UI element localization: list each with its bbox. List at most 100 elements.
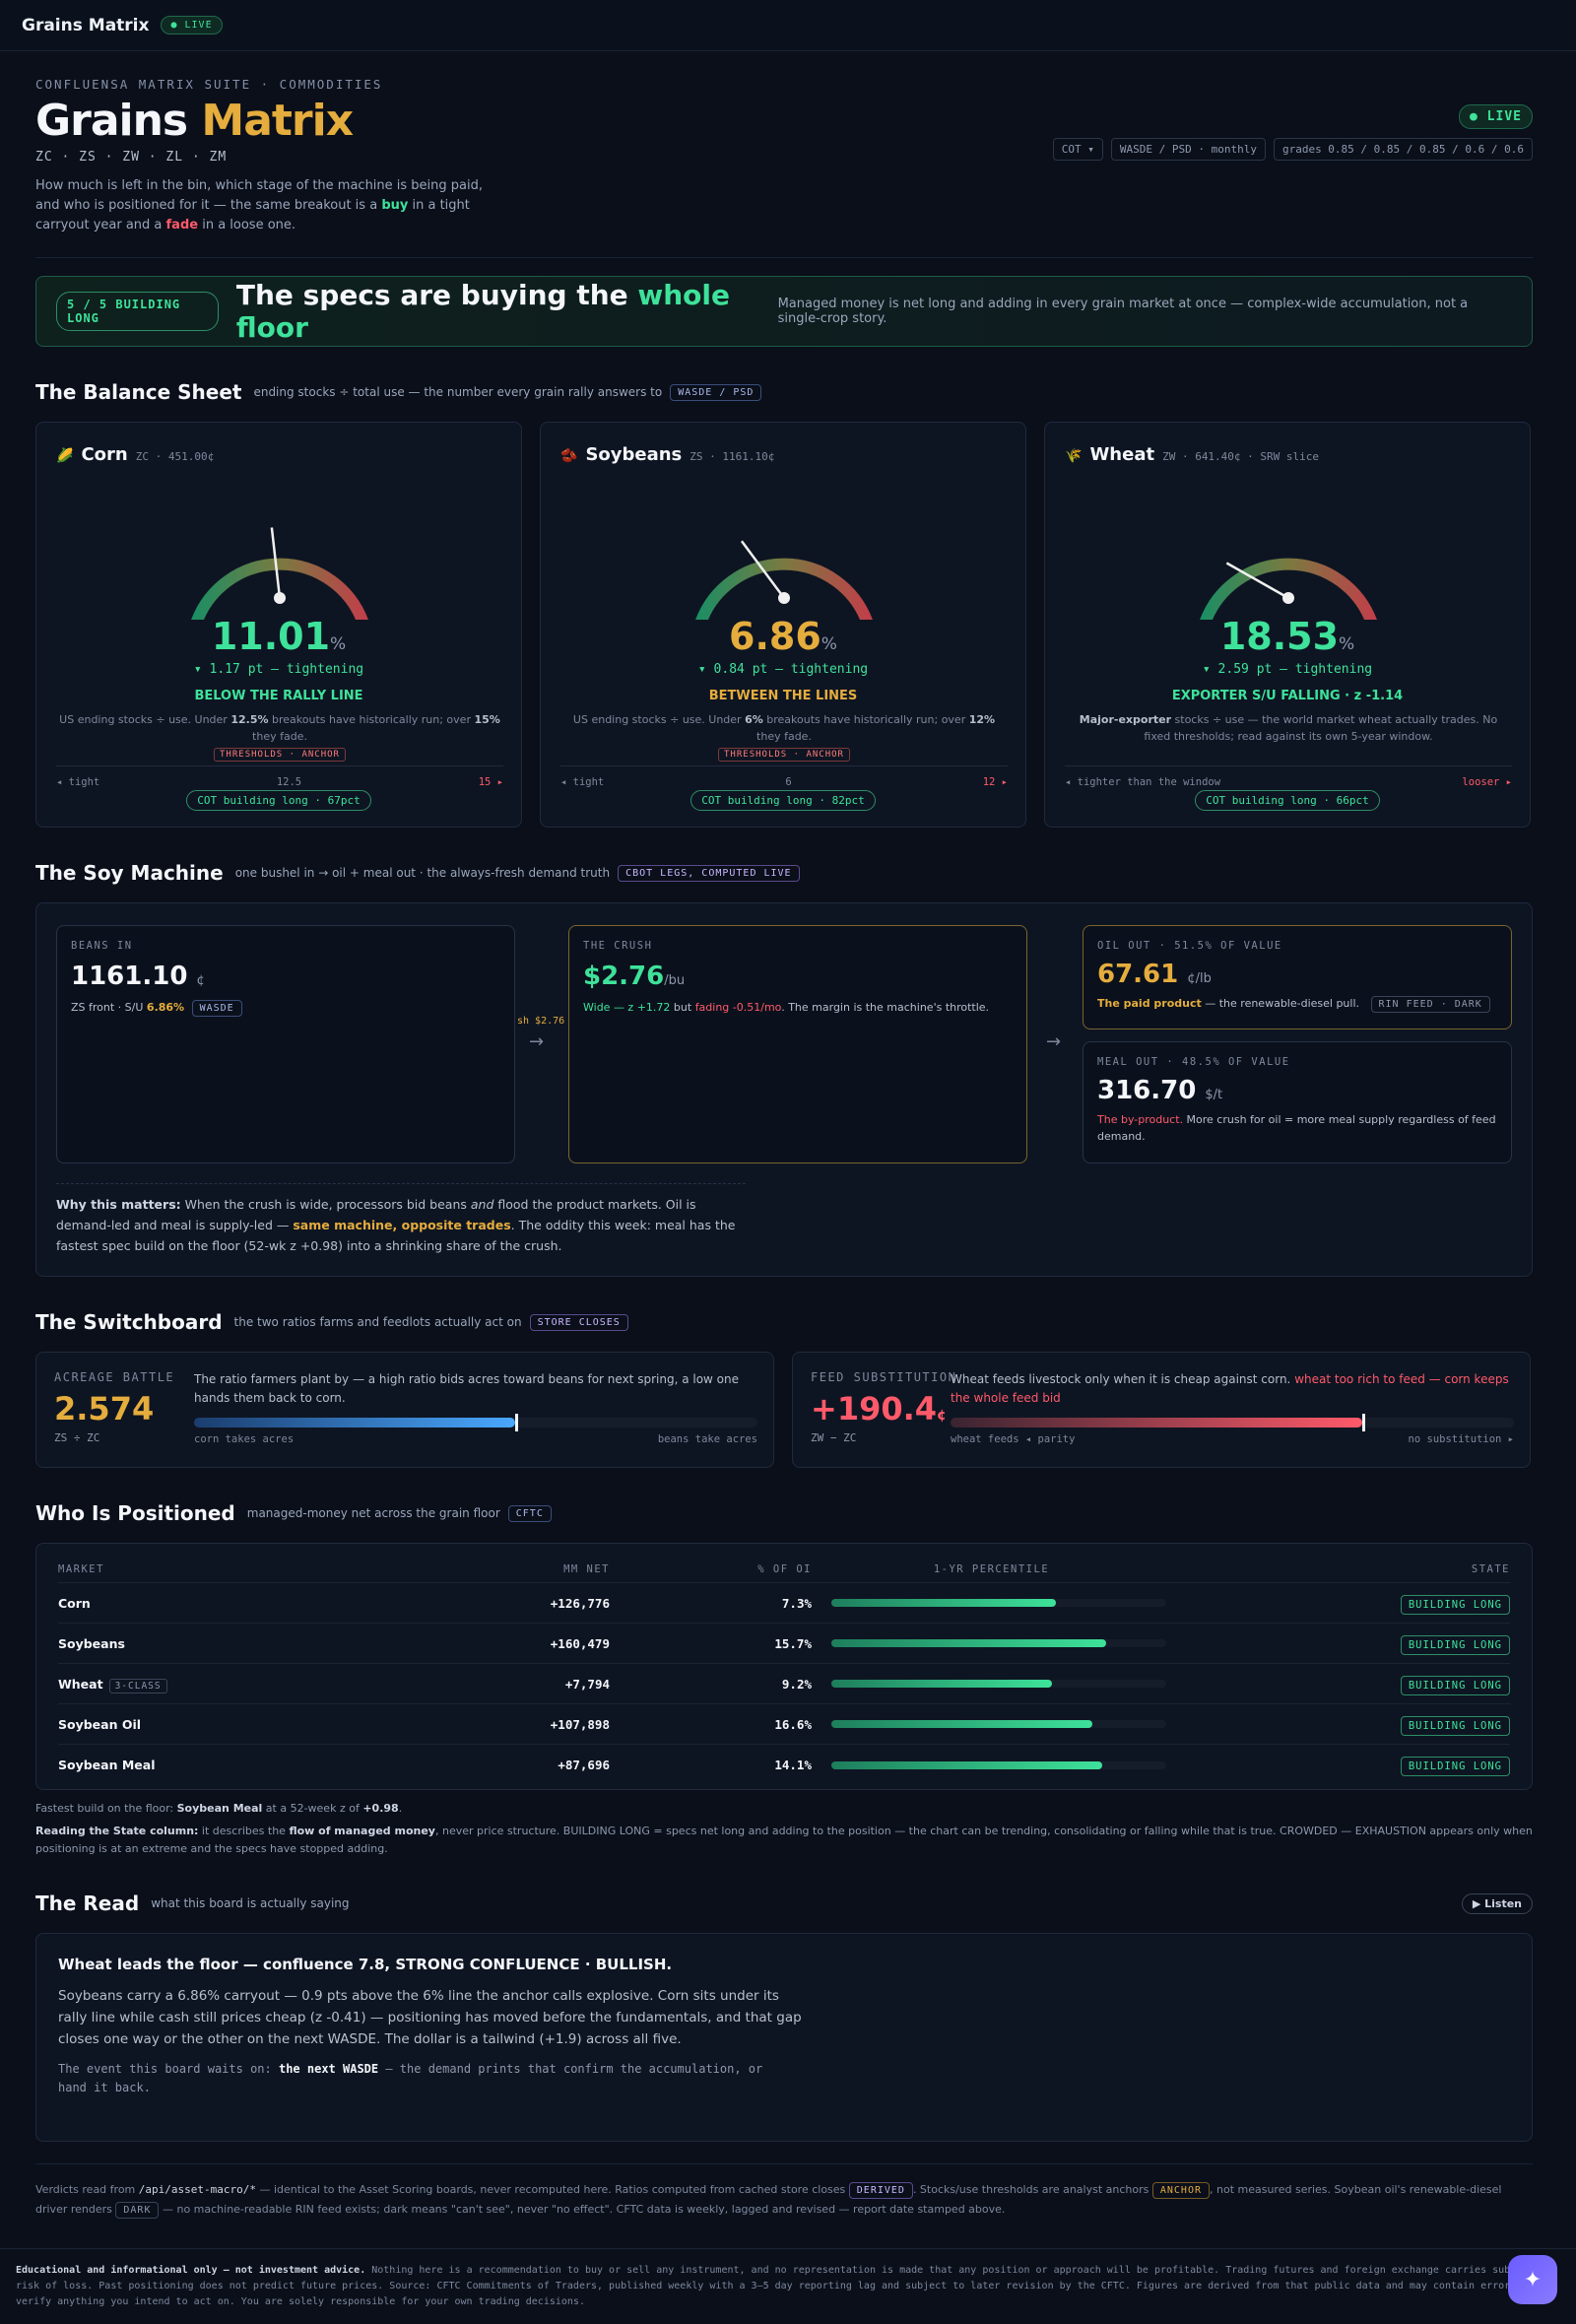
market-name: Soybeans <box>58 1635 125 1651</box>
assistant-sparkle-icon[interactable]: ✦ <box>1508 2255 1557 2304</box>
crush-flow-label: sh $2.76 <box>517 1016 565 1027</box>
pct-oi: 15.7% <box>774 1635 812 1651</box>
grades-chip: grades 0.85 / 0.85 / 0.85 / 0.6 / 0.6 <box>1273 138 1533 161</box>
acreage-battle-card: ACREAGE BATTLE 2.574 ZS ÷ ZC The ratio f… <box>35 1352 774 1468</box>
banner-headline: The specs are buying the whole floor <box>235 279 730 344</box>
switchboard: ACREAGE BATTLE 2.574 ZS ÷ ZC The ratio f… <box>35 1352 1533 1468</box>
acreage-bar <box>194 1414 757 1431</box>
threshold-scale: ◂ tight 6 12 ▸ <box>560 765 1008 788</box>
positioning-table: MARKET MM NET % OF OI 1-YR PERCENTILE ST… <box>35 1543 1533 1790</box>
section-title: The Switchboard <box>35 1310 223 1334</box>
state-badge: BUILDING LONG <box>1400 1634 1510 1655</box>
cftc-tag: CFTC <box>507 1504 552 1522</box>
arrow-icon: → <box>529 1031 545 1052</box>
table-header: MARKET MM NET % OF OI 1-YR PERCENTILE ST… <box>58 1556 1510 1583</box>
percentile-bar <box>812 1680 1166 1688</box>
listen-button[interactable]: ▶ Listen <box>1461 1892 1533 1914</box>
delta: ▾ 2.59 pt — tightening <box>1202 662 1373 677</box>
store-closes-tag: STORE CLOSES <box>529 1313 628 1331</box>
stocks-use-value: 11.01% <box>211 615 347 658</box>
disclaimer: Educational and informational only — not… <box>0 2248 1576 2324</box>
page: CONFLUENSA MATRIX SUITE · COMMODITIES Gr… <box>35 51 1533 2220</box>
wasde-tag: WASDE / PSD <box>670 383 762 401</box>
meal-text: The by-product. More crush for oil = mor… <box>1097 1113 1496 1143</box>
market-name: Corn <box>58 1595 91 1611</box>
header: CONFLUENSA MATRIX SUITE · COMMODITIES Gr… <box>35 77 1533 235</box>
market-name: Soybean Oil <box>58 1716 142 1732</box>
crop-price: ZC · 451.00¢ <box>135 450 215 463</box>
cbot-tag: CBOT LEGS, COMPUTED LIVE <box>618 864 800 882</box>
percentile-bar <box>812 1639 1166 1647</box>
card-label: FEED SUBSTITUTION <box>811 1370 957 1384</box>
table-row[interactable]: Soybeans +160,479 15.7% BUILDING LONG <box>58 1624 1510 1664</box>
market-name: Soybean Meal <box>58 1758 156 1772</box>
live-badge: ● LIVE <box>161 16 223 34</box>
oil-value: 67.61 ¢/lb <box>1097 960 1212 989</box>
mm-net: +160,479 <box>550 1635 610 1651</box>
spread-formula: ZW − ZC <box>811 1431 857 1444</box>
section-title: The Read <box>35 1892 140 1915</box>
table-row[interactable]: Soybean Meal +87,696 14.1% BUILDING LONG <box>58 1745 1510 1785</box>
percentile-bar <box>812 1720 1166 1728</box>
section-title: The Soy Machine <box>35 861 224 885</box>
beans-text: ZS front · S/U 6.86% WASDE <box>71 999 500 1017</box>
card-description: The ratio farmers plant by — a high rati… <box>194 1372 739 1405</box>
section-sub: managed-money net across the grain floor <box>246 1506 500 1520</box>
mm-net: +107,898 <box>550 1716 610 1732</box>
section-sub: what this board is actually saying <box>151 1896 350 1910</box>
state-badge: BUILDING LONG <box>1400 1675 1510 1695</box>
section-sub: the two ratios farms and feedlots actual… <box>233 1315 522 1329</box>
read-panel: Wheat leads the floor — confluence 7.8, … <box>35 1933 1533 2142</box>
mm-net: +87,696 <box>558 1758 610 1772</box>
source-chips: COT ▾ WASDE / PSD · monthly grades 0.85 … <box>1052 138 1533 161</box>
section-title: The Balance Sheet <box>35 380 242 404</box>
card-label: ACREAGE BATTLE <box>54 1370 175 1384</box>
pct-oi: 14.1% <box>774 1758 812 1772</box>
stocks-use-gauge <box>191 527 368 620</box>
stocks-use-gauge <box>695 540 873 620</box>
box-label: BEANS IN <box>71 940 133 952</box>
balance-card-soybeans: 🫘 Soybeans ZS · 1161.10¢ 6.86% ▾ 0.84 pt —… <box>540 422 1026 828</box>
crop-name: Wheat <box>1089 444 1155 465</box>
delta: ▾ 0.84 pt — tightening <box>697 662 869 677</box>
balance-card-corn: 🌽 Corn ZC · 451.00¢ 11.01% ▾ 1.17 pt — tig… <box>35 422 522 828</box>
anchor-tag: THRESHOLDS · ANCHOR <box>718 748 850 762</box>
brand-name[interactable]: Grains Matrix <box>22 15 150 35</box>
table-row[interactable]: Soybean Oil +107,898 16.6% BUILDING LONG <box>58 1704 1510 1745</box>
building-long-pill: 5 / 5 BUILDING LONG <box>56 292 219 331</box>
crop-name: Soybeans <box>585 444 683 465</box>
meal-out-box: MEAL OUT · 48.5% OF VALUE 316.70 $/t The… <box>1083 1041 1512 1163</box>
ratio-formula: ZS ÷ ZC <box>54 1431 100 1444</box>
cot-dropdown[interactable]: COT ▾ <box>1052 138 1103 161</box>
table-row[interactable]: Corn +126,776 7.3% BUILDING LONG <box>58 1583 1510 1624</box>
why-this-matters: Why this matters: When the crush is wide… <box>56 1183 746 1256</box>
mm-net: +126,776 <box>550 1595 610 1611</box>
percentile-bar <box>812 1599 1166 1607</box>
feed-substitution-card: FEED SUBSTITUTION +190.4¢ ZW − ZC Wheat … <box>792 1352 1531 1468</box>
feed-bar <box>951 1414 1514 1431</box>
top-bar: Grains Matrix ● LIVE <box>0 0 1576 51</box>
tickers: ZC · ZS · ZW · ZL · ZM <box>35 150 228 165</box>
awaited-event: The event this board waits on: the next … <box>58 2062 763 2094</box>
market-name: Wheat 3-CLASS <box>58 1677 432 1693</box>
oil-out-box: OIL OUT · 51.5% OF VALUE 67.61 ¢/lb The … <box>1083 925 1512 1029</box>
bar-labels: corn takes acres beans take acres <box>194 1433 757 1445</box>
crop-icon: 🫘 <box>560 448 578 464</box>
section-title: Who Is Positioned <box>35 1501 235 1525</box>
read-header: The Read what this board is actually say… <box>35 1892 1533 1915</box>
threshold-note: US ending stocks ÷ use. Under 6% breakou… <box>572 713 996 762</box>
pct-oi: 9.2% <box>781 1676 812 1692</box>
beans-in-box: BEANS IN 1161.10 ¢ ZS front · S/U 6.86% … <box>56 925 515 1163</box>
live-indicator: ● LIVE <box>1459 104 1533 129</box>
read-headline: Wheat leads the floor — confluence 7.8, … <box>58 1956 673 1973</box>
arrow-icon: → <box>1046 1031 1062 1052</box>
box-label: THE CRUSH <box>583 940 653 952</box>
acreage-ratio: 2.574 <box>54 1390 155 1428</box>
table-row[interactable]: Wheat 3-CLASS +7,794 9.2% BUILDING LONG <box>58 1664 1510 1704</box>
fastest-build-note: Fastest build on the floor: Soybean Meal… <box>35 1802 403 1815</box>
state-badge: BUILDING LONG <box>1400 1594 1510 1615</box>
balance-card-wheat: 🌾 Wheat ZW · 641.40¢ · SRW slice 18.53% ▾ … <box>1044 422 1531 828</box>
stocks-use-gauge <box>1200 558 1377 620</box>
headline-banner: 5 / 5 BUILDING LONG The specs are buying… <box>35 276 1533 347</box>
threshold-scale: ◂ tighter than the window looser ▸ <box>1065 765 1512 788</box>
